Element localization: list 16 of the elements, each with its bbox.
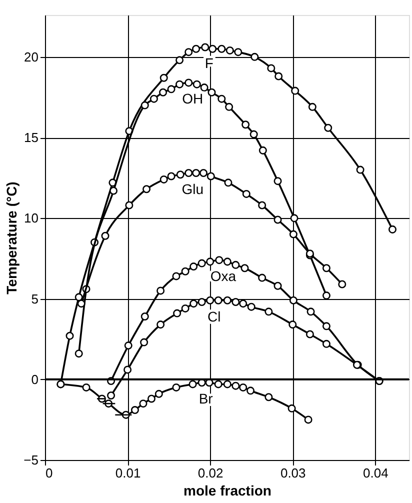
x-tick-label: 0.04 xyxy=(363,466,388,480)
y-tick-label: 5 xyxy=(31,291,38,306)
x-axis-title: mole fraction xyxy=(184,482,272,498)
y-tick-label: 15 xyxy=(24,130,38,146)
x-tick-label: 0.02 xyxy=(198,466,224,480)
series-label: OH xyxy=(182,90,204,107)
x-tick-label: 0 xyxy=(46,466,53,480)
y-axis-title: Temperature (°C) xyxy=(4,182,20,294)
series-label: Oxa xyxy=(210,268,236,284)
x-tick-label: 0.03 xyxy=(280,466,306,480)
x-tick-label: 0.01 xyxy=(115,466,141,480)
y-tick-label: 10 xyxy=(24,210,38,226)
y-tick-label: −5 xyxy=(24,452,38,468)
series-label: Glu xyxy=(182,181,204,198)
y-tick-label: 20 xyxy=(24,49,38,64)
y-tick-label: 0 xyxy=(31,372,38,387)
